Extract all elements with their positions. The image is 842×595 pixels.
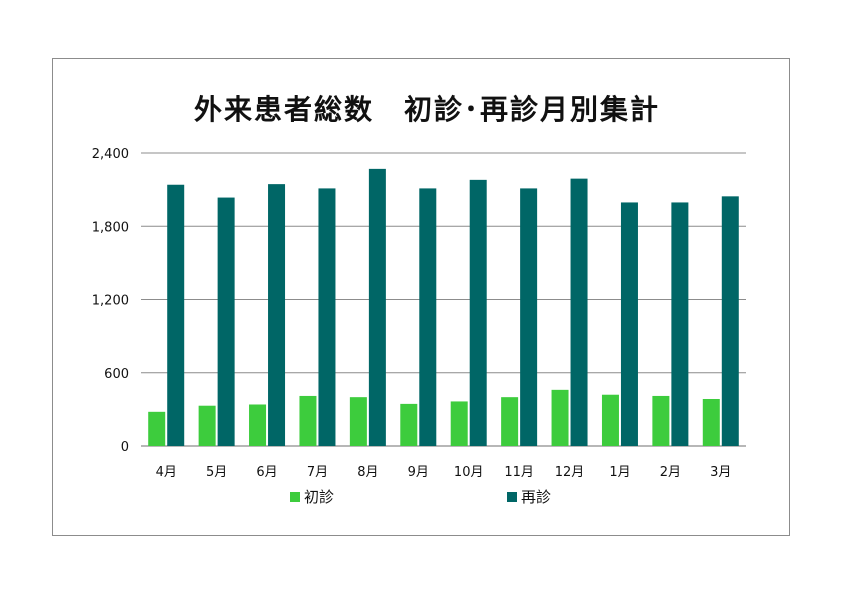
x-tick-label: 12月	[555, 465, 585, 480]
x-tick-label: 11月	[504, 465, 534, 480]
y-tick-label: 2,400	[92, 147, 129, 162]
bar-saishin	[620, 202, 638, 446]
x-tick-label: 9月	[408, 465, 429, 480]
bar-shoshin	[652, 395, 670, 446]
bar-saishin	[268, 184, 286, 446]
y-tick-label: 1,800	[92, 220, 129, 235]
bar-shoshin	[601, 394, 619, 446]
bar-shoshin	[551, 389, 569, 446]
x-tick-label: 10月	[454, 465, 484, 480]
x-tick-label: 7月	[307, 465, 328, 480]
bar-saishin	[167, 184, 185, 446]
bar-shoshin	[400, 403, 418, 446]
chart-title: 外来患者総数 初診･再診月別集計	[193, 93, 660, 126]
bar-saishin	[520, 188, 538, 446]
bar-shoshin	[501, 397, 519, 446]
x-tick-label: 4月	[156, 465, 177, 480]
bar-saishin	[419, 188, 437, 446]
bar-shoshin	[198, 405, 216, 446]
bar-saishin	[318, 188, 336, 446]
bar-saishin	[368, 168, 386, 446]
y-tick-label: 1,200	[92, 294, 129, 309]
legend-swatch	[507, 492, 517, 502]
bar-shoshin	[349, 397, 367, 446]
legend-swatch	[290, 492, 300, 502]
x-tick-label: 8月	[357, 465, 378, 480]
bar-saishin	[570, 178, 588, 446]
x-tick-label: 6月	[256, 465, 277, 480]
x-tick-label: 5月	[206, 465, 227, 480]
bar-shoshin	[148, 411, 166, 446]
x-tick-label: 2月	[660, 465, 681, 480]
x-tick-label: 1月	[609, 465, 630, 480]
bar-saishin	[671, 202, 689, 446]
bar-shoshin	[299, 395, 317, 446]
bar-shoshin	[450, 401, 468, 446]
x-tick-label: 3月	[710, 465, 731, 480]
legend-label: 初診	[304, 488, 334, 506]
legend-label: 再診	[521, 488, 551, 506]
bar-saishin	[217, 197, 235, 446]
bar-shoshin	[249, 404, 267, 446]
y-tick-label: 600	[104, 367, 129, 382]
bar-saishin	[721, 196, 739, 446]
bar-shoshin	[702, 398, 720, 446]
bar-saishin	[469, 179, 487, 446]
y-tick-label: 0	[121, 440, 129, 455]
